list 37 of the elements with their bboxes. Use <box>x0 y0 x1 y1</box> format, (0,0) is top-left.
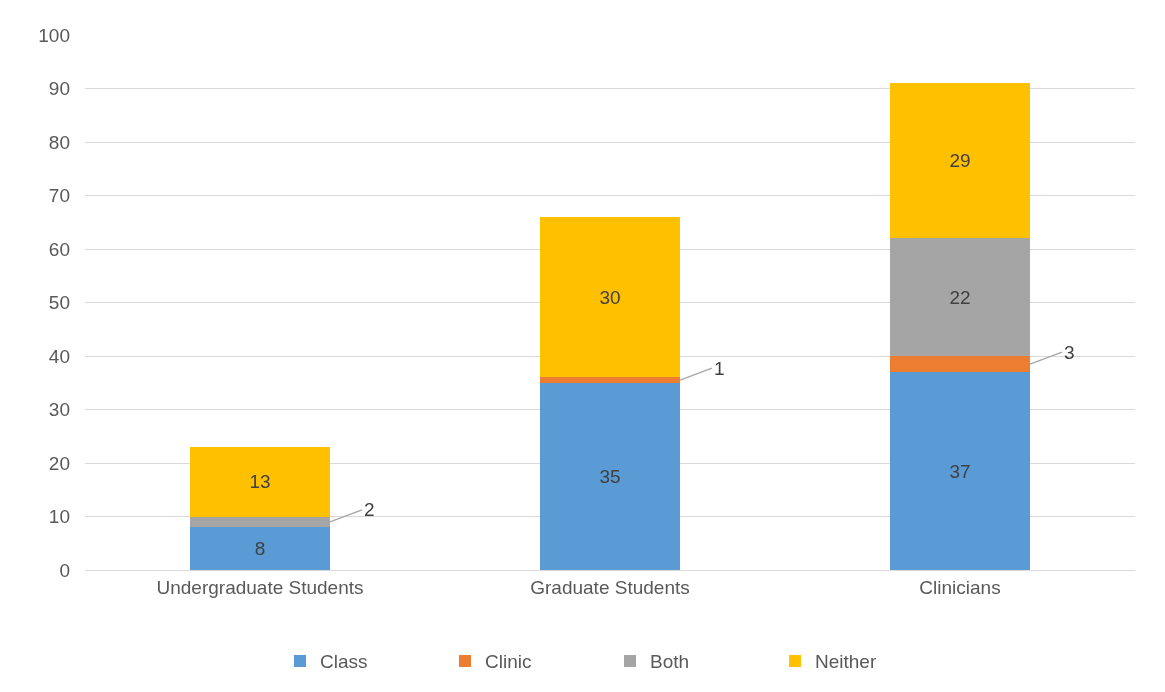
x-tick-label: Clinicians <box>919 576 1001 598</box>
data-label: 30 <box>599 286 621 308</box>
y-tick-label: 90 <box>48 78 70 100</box>
y-tick-label: 0 <box>59 559 70 581</box>
data-label: 22 <box>949 286 971 308</box>
bar <box>190 446 330 517</box>
bar <box>540 216 680 378</box>
y-tick-label: 100 <box>38 24 70 46</box>
y-tick-label: 30 <box>48 399 70 421</box>
data-label: 8 <box>254 538 266 560</box>
bar <box>890 238 1030 356</box>
y-tick-label: 70 <box>48 185 70 207</box>
x-tick-label: Graduate Students <box>530 576 690 598</box>
bar <box>540 382 680 570</box>
legend-label: Class <box>320 651 368 673</box>
bar <box>540 377 680 383</box>
data-label: 3 <box>1064 342 1075 363</box>
y-tick-label: 80 <box>48 131 70 153</box>
y-tick-label: 40 <box>48 345 70 367</box>
data-label: 13 <box>249 471 271 493</box>
legend-label: Clinic <box>485 651 532 673</box>
bar <box>890 83 1030 239</box>
data-label: 35 <box>599 465 621 487</box>
data-label: 29 <box>949 150 971 172</box>
data-label: 1 <box>714 358 725 379</box>
y-tick-label: 50 <box>48 292 70 314</box>
bar <box>190 527 330 570</box>
y-tick-label: 60 <box>48 238 70 260</box>
y-tick-label: 10 <box>48 506 70 528</box>
x-tick-label: Undergraduate Students <box>156 576 364 598</box>
y-tick-label: 20 <box>48 452 70 474</box>
legend-label: Neither <box>815 651 877 673</box>
bar <box>890 356 1030 373</box>
data-label: 37 <box>949 460 971 482</box>
data-label: 2 <box>364 499 375 520</box>
bar <box>890 372 1030 570</box>
legend-label: Both <box>650 651 690 673</box>
